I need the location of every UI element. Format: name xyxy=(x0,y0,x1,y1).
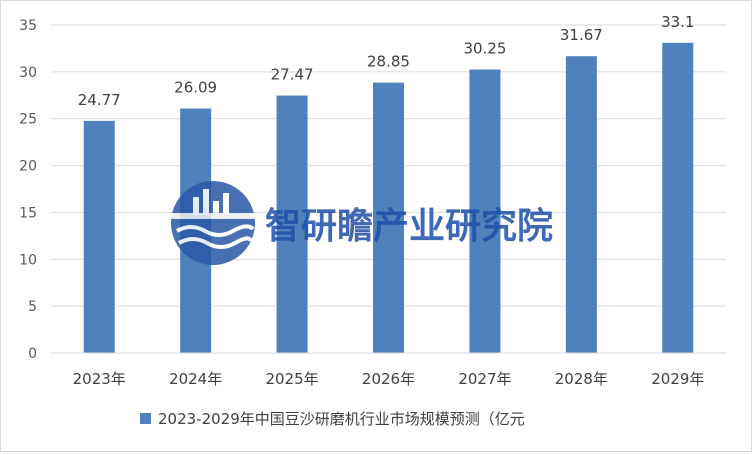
watermark-text: 智研瞻产业研究院 xyxy=(265,206,553,247)
x-tick-label: 2028年 xyxy=(555,370,608,388)
bar xyxy=(565,56,597,354)
data-label: 30.25 xyxy=(463,40,506,58)
watermark-logo: 智研瞻产业研究院 xyxy=(171,181,553,265)
data-label: 33.1 xyxy=(661,13,694,31)
x-tick-label: 2025年 xyxy=(265,370,318,388)
y-tick-label: 10 xyxy=(19,252,37,268)
data-label: 26.09 xyxy=(174,78,217,96)
legend: 2023-2029年中国豆沙研磨机行业市场规模预测（亿元 xyxy=(140,410,525,428)
y-tick-label: 20 xyxy=(19,159,37,175)
bar xyxy=(662,42,694,353)
y-tick-label: 25 xyxy=(19,112,37,128)
bar xyxy=(373,82,404,354)
legend-label: 2023-2029年中国豆沙研磨机行业市场规模预测（亿元 xyxy=(158,410,525,428)
data-label: 28.85 xyxy=(367,53,410,71)
legend-swatch xyxy=(140,413,151,424)
x-tick-label: 2023年 xyxy=(73,370,126,388)
bar xyxy=(83,120,115,353)
data-label: 27.47 xyxy=(271,66,314,84)
y-tick-label: 35 xyxy=(19,18,37,34)
data-label: 31.67 xyxy=(560,26,603,44)
y-tick-label: 0 xyxy=(28,346,37,362)
watermark-globe-icon xyxy=(171,181,255,265)
data-labels: 24.77 26.09 27.47 28.85 30.25 31.67 33.1 xyxy=(78,13,695,109)
bar xyxy=(469,69,501,353)
y-tick-label: 15 xyxy=(19,205,37,221)
x-tick-label: 2027年 xyxy=(458,370,511,388)
y-axis-ticks: 0 5 10 15 20 25 30 35 xyxy=(19,18,37,362)
data-label: 24.77 xyxy=(78,91,121,109)
y-tick-label: 30 xyxy=(19,65,37,81)
bar xyxy=(276,95,308,353)
x-axis-ticks: 2023年 2024年 2025年 2026年 2027年 2028年 2029年 xyxy=(73,370,705,388)
y-tick-label: 5 xyxy=(28,299,37,315)
x-tick-label: 2024年 xyxy=(169,370,222,388)
x-tick-label: 2026年 xyxy=(362,370,415,388)
x-tick-label: 2029年 xyxy=(651,370,704,388)
